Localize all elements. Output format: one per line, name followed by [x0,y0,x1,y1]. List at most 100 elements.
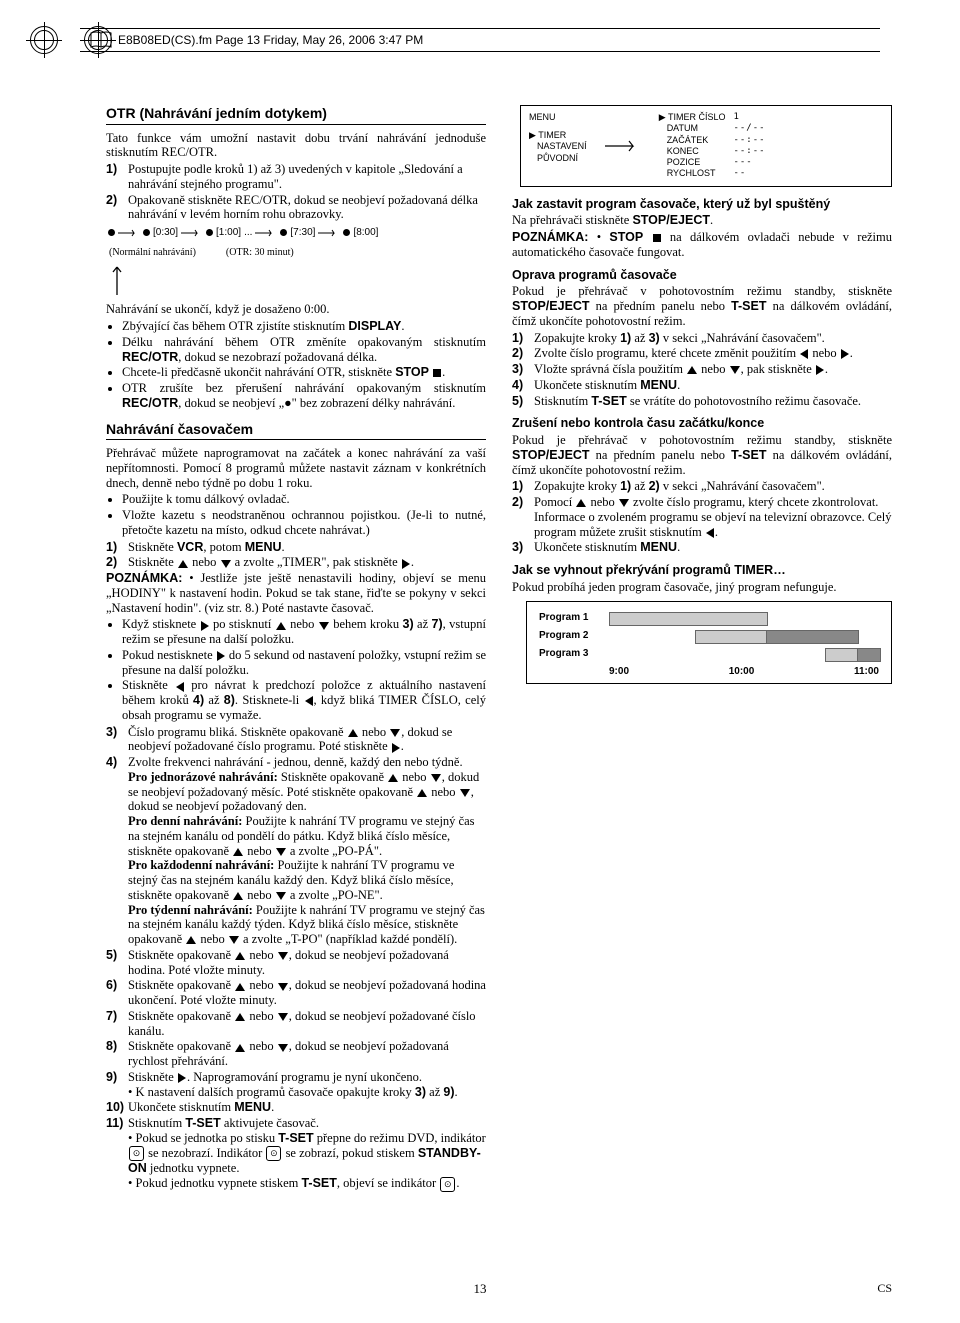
return-arrow-icon [109,261,486,299]
otr-end: Nahrávání se ukončí, když je dosaženo 0:… [106,302,486,317]
bullet: Stiskněte pro návrat k predchozí položce… [122,678,486,722]
left-icon [800,349,808,359]
menu-item: KONEC [667,146,726,157]
cancel-title: Zrušení nebo kontrola času začátku/konce [512,416,892,431]
step-body: Ukončete stisknutím MENU. [534,540,892,555]
label: Pro denní nahrávání: [128,814,242,828]
axis-label: 11:00 [854,666,879,678]
up-icon [276,622,286,630]
up-icon [388,774,398,782]
step-num: 3) [512,540,534,555]
down-icon [278,952,288,960]
down-icon [619,499,629,507]
step-num: 11) [106,1116,128,1192]
label: Pro týdenní nahrávání: [128,903,253,917]
timer-intro: Přehrávač můžete naprogramovat na začáte… [106,446,486,490]
step-num: 10) [106,1100,128,1115]
step-num: 3) [106,725,128,755]
diagram-time: [1:00] [216,227,241,239]
book-icon [90,31,112,49]
arrow-icon [255,229,277,237]
edit-intro: Pokud je přehrávač v pohotovostním režim… [512,284,892,328]
up-icon [178,560,188,568]
timer-icon: ⊙ [129,1146,144,1161]
step-num: 2) [106,193,128,223]
overlap-title: Jak se vyhnout překrývání programů TIMER… [512,563,892,578]
bullet: Chcete-li předčasně ukončit nahrávání OT… [122,365,486,380]
up-icon [233,892,243,900]
note: POZNÁMKA: • Jestliže jste ještě nenastav… [106,571,486,615]
stop-line: Na přehrávači stiskněte STOP/EJECT. [512,213,892,228]
step-body: Stiskněte opakovaně nebo , dokud se neob… [128,1009,486,1039]
diagram-time: [7:30] [290,227,315,239]
step-num: 5) [106,948,128,978]
timer-icon: ⊙ [266,1146,281,1161]
stop-title: Jak zastavit program časovače, který už … [512,197,892,212]
arrow-icon [605,112,641,180]
left-icon [305,696,313,706]
lang-code: CS [877,1281,892,1296]
dot-icon [280,229,287,236]
menu-item: ▶ TIMER ČÍSLO [659,112,726,123]
otr-intro: Tato funkce vám umožní nastavit dobu trv… [106,131,486,161]
down-icon [276,848,286,856]
down-icon [276,892,286,900]
menu-item: ▶ TIMER [529,130,587,142]
step-body: Číslo programu bliká. Stiskněte opakovan… [128,725,486,755]
step-num: 4) [106,755,128,947]
timeline-label: Program 1 [539,612,609,624]
step-body: Zvolte číslo programu, které chcete změn… [534,346,892,361]
diagram-label: nahrávání) [153,247,196,258]
left-icon [176,682,184,692]
down-icon [278,983,288,991]
right-icon [816,365,824,375]
step-num: 1) [106,540,128,555]
step-body: Stiskněte opakovaně nebo , dokud se neob… [128,1039,486,1069]
step-body: Stiskněte . Naprogramování programu je n… [128,1070,486,1100]
down-icon [278,1013,288,1021]
register-mark-icon [30,26,58,54]
ellipsis: ... [244,227,252,239]
up-icon [235,1013,245,1021]
right-icon [201,621,209,631]
menu-item: NASTAVENÍ [537,141,587,153]
diagram-labels: (Normální nahrávání) (OTR: 30 minut) [109,247,486,259]
step-body: Stisknutím T-SET aktivujete časovač. • P… [128,1116,486,1192]
step-num: 3) [512,362,534,377]
up-icon [235,1044,245,1052]
step-body: Stisknutím T-SET se vrátíte do pohotovos… [534,394,892,409]
timeline-label: Program 3 [539,648,609,660]
diagram-label: (OTR: [226,247,252,258]
step4-head: Zvolte frekvenci nahrávání - jednou, den… [128,755,463,769]
up-icon [235,983,245,991]
bullet: Délku nahrávání během OTR změníte opakov… [122,335,486,365]
step-body: Stiskněte nebo a zvolte „TIMER", pak sti… [128,555,486,570]
up-icon [233,848,243,856]
timeline-label: Program 2 [539,630,609,642]
down-icon [730,366,740,374]
down-icon [278,1044,288,1052]
menu-title: MENU [529,112,587,124]
bullet: Vložte kazetu s neodstraněnou ochrannou … [122,508,486,538]
stop-icon [653,234,661,242]
menu-item: PŮVODNÍ [537,153,587,165]
menu-val: --- [733,157,765,168]
step-num: 6) [106,978,128,1008]
step-num: 1) [512,331,534,346]
otr-diagram: [0:30] [1:00] ... [7:30] [8:00] [108,227,484,239]
note-label: POZNÁMKA: [512,230,588,244]
bullet: Když stisknete po stisknutí nebo behem k… [122,617,486,647]
up-icon [576,499,586,507]
dot-icon [206,229,213,236]
arrow-icon [118,229,140,237]
print-header-text: E8B08ED(CS).fm Page 13 Friday, May 26, 2… [118,33,423,47]
step-num: 2) [512,495,534,539]
step-body: Zvolte frekvenci nahrávání - jednou, den… [128,755,486,947]
menu-val: --:-- [733,135,765,146]
up-icon [235,952,245,960]
step-num: 1) [106,162,128,192]
right-icon [402,559,410,569]
axis-label: 10:00 [729,666,755,678]
bullet: Použijte k tomu dálkový ovladač. [122,492,486,507]
bullet: Pokud nestisknete do 5 sekund od nastave… [122,648,486,678]
